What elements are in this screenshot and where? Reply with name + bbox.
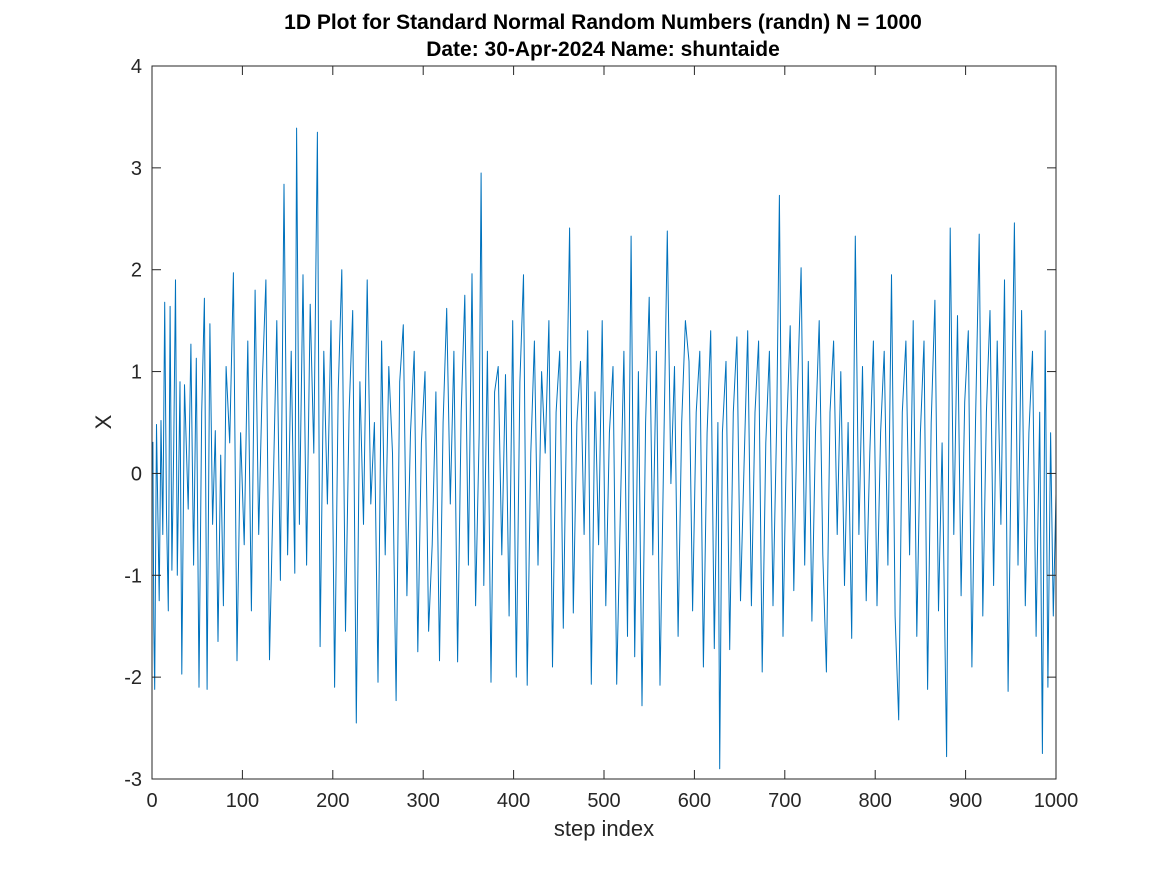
x-tick-label: 0 <box>146 790 157 812</box>
x-tick-label: 600 <box>678 790 711 812</box>
y-tick-label: -3 <box>124 769 142 791</box>
x-tick-label: 100 <box>226 790 259 812</box>
y-tick-label: 4 <box>131 56 142 78</box>
chart-subtitle: Date: 30-Apr-2024 Name: shuntaide <box>426 38 780 61</box>
x-tick-label: 900 <box>949 790 982 812</box>
x-tick-label: 300 <box>407 790 440 812</box>
plot-area <box>152 66 1056 779</box>
x-tick-label: 500 <box>587 790 620 812</box>
y-tick-label: 2 <box>131 260 142 282</box>
chart-title: 1D Plot for Standard Normal Random Numbe… <box>284 11 922 34</box>
x-tick-label: 800 <box>859 790 892 812</box>
x-tick-label: 700 <box>768 790 801 812</box>
x-tick-label: 200 <box>316 790 349 812</box>
y-tick-label: 1 <box>131 362 142 384</box>
axes-box <box>151 65 1057 780</box>
y-tick-label: 3 <box>131 158 142 180</box>
x-axis-label: step index <box>554 816 654 841</box>
y-tick-label: -2 <box>124 667 142 689</box>
x-tick-label: 400 <box>497 790 530 812</box>
series-layer <box>152 127 1057 770</box>
series-line <box>152 127 1057 770</box>
y-tick-label: -1 <box>124 565 142 587</box>
y-tick-label: 0 <box>131 463 142 485</box>
ticks-layer: 0 100 200 300 400 500 600 700 800 900 1000 -3 -2 -1 0 1… <box>124 56 1078 812</box>
y-axis-label: X <box>91 414 116 429</box>
x-tick-label: 1000 <box>1034 790 1079 812</box>
